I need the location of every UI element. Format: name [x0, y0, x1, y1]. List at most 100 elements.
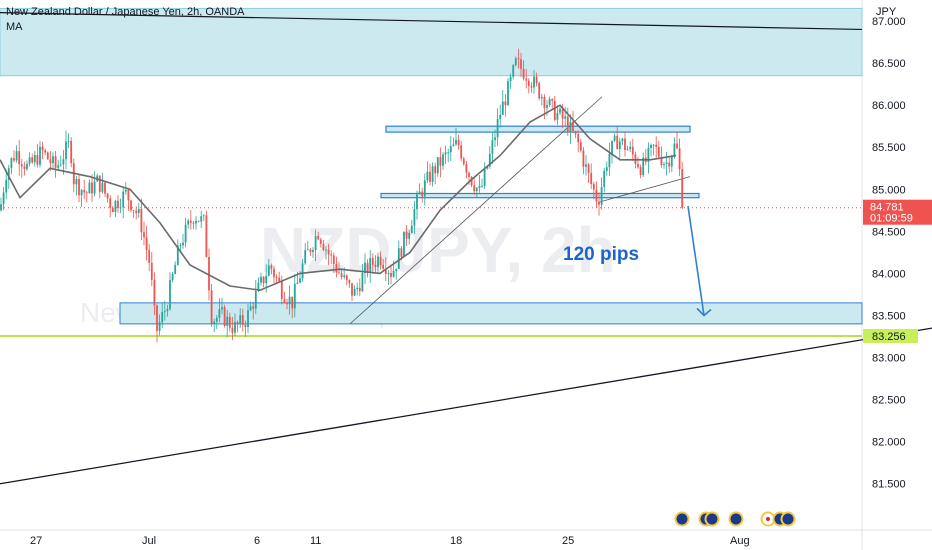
candle[interactable] — [483, 162, 486, 189]
candle[interactable] — [137, 202, 140, 218]
candle[interactable] — [369, 249, 372, 284]
candle[interactable] — [345, 274, 348, 286]
candle[interactable] — [631, 138, 634, 161]
candle[interactable] — [109, 194, 112, 218]
candle[interactable] — [317, 231, 320, 241]
candle[interactable] — [10, 157, 13, 175]
candle[interactable] — [642, 152, 645, 178]
candle[interactable] — [31, 153, 34, 165]
candle[interactable] — [616, 126, 619, 150]
candle[interactable] — [678, 138, 681, 177]
candle[interactable] — [20, 159, 23, 178]
candle[interactable] — [613, 133, 616, 143]
candle[interactable] — [356, 282, 359, 296]
event-flag-icon[interactable] — [674, 511, 690, 527]
candles-layer[interactable] — [0, 48, 684, 343]
candle[interactable] — [681, 161, 684, 210]
candle[interactable] — [527, 78, 530, 94]
candle[interactable] — [418, 183, 421, 195]
candle[interactable] — [156, 304, 158, 343]
candle[interactable] — [600, 177, 603, 210]
candle[interactable] — [522, 60, 525, 81]
candle[interactable] — [605, 161, 608, 176]
candle[interactable] — [452, 137, 455, 147]
candle[interactable] — [267, 259, 270, 277]
candle[interactable] — [114, 199, 117, 217]
candle[interactable] — [621, 137, 624, 145]
candle[interactable] — [52, 152, 54, 169]
candle[interactable] — [153, 272, 156, 316]
candle[interactable] — [5, 169, 8, 200]
candle[interactable] — [579, 138, 582, 153]
candle[interactable] — [306, 241, 309, 251]
candle[interactable] — [371, 253, 374, 274]
candle[interactable] — [517, 48, 520, 69]
candle[interactable] — [312, 247, 314, 258]
candle[interactable] — [390, 264, 392, 285]
candle[interactable] — [130, 199, 132, 213]
candle[interactable] — [49, 151, 52, 171]
candle[interactable] — [395, 268, 398, 280]
candle[interactable] — [161, 302, 164, 329]
candle[interactable] — [676, 132, 678, 150]
candle[interactable] — [374, 255, 377, 274]
candle[interactable] — [304, 242, 307, 265]
candle[interactable] — [262, 276, 265, 288]
candle[interactable] — [127, 188, 130, 211]
candle[interactable] — [234, 313, 236, 336]
candle[interactable] — [650, 143, 652, 157]
candle[interactable] — [514, 56, 517, 67]
candle[interactable] — [132, 209, 135, 218]
candle[interactable] — [314, 229, 317, 262]
candle[interactable] — [273, 265, 275, 284]
candle[interactable] — [520, 52, 522, 77]
candle[interactable] — [379, 251, 382, 270]
candle[interactable] — [574, 130, 577, 139]
candle[interactable] — [397, 240, 400, 269]
candle[interactable] — [361, 264, 364, 293]
candle[interactable] — [421, 187, 424, 203]
candle[interactable] — [436, 157, 439, 177]
candle[interactable] — [668, 157, 671, 173]
candle[interactable] — [322, 239, 325, 252]
candle[interactable] — [548, 96, 551, 107]
candle[interactable] — [559, 106, 561, 115]
candle[interactable] — [301, 258, 304, 282]
candle[interactable] — [626, 145, 629, 151]
candle[interactable] — [205, 210, 208, 258]
candle[interactable] — [540, 93, 543, 106]
candle[interactable] — [75, 175, 78, 196]
candle[interactable] — [291, 296, 294, 319]
candle[interactable] — [462, 156, 465, 166]
candle[interactable] — [582, 147, 585, 175]
candle[interactable] — [57, 160, 60, 171]
candle[interactable] — [33, 150, 36, 167]
candle[interactable] — [15, 145, 18, 163]
candle[interactable] — [543, 94, 546, 120]
candle[interactable] — [504, 94, 507, 117]
candle[interactable] — [106, 192, 109, 203]
candle[interactable] — [80, 188, 83, 207]
candle[interactable] — [457, 134, 460, 150]
candle[interactable] — [182, 233, 184, 249]
candle[interactable] — [104, 182, 106, 197]
candle[interactable] — [174, 261, 177, 275]
candle[interactable] — [608, 142, 611, 176]
candle[interactable] — [226, 309, 229, 338]
candle[interactable] — [663, 161, 665, 169]
candle[interactable] — [150, 252, 153, 287]
candle[interactable] — [426, 161, 429, 183]
candle[interactable] — [551, 98, 554, 111]
event-icons[interactable] — [674, 511, 796, 527]
candle[interactable] — [187, 218, 190, 229]
candle[interactable] — [148, 244, 151, 272]
candle[interactable] — [166, 304, 169, 317]
candle[interactable] — [577, 130, 580, 153]
candle[interactable] — [629, 140, 632, 152]
candle[interactable] — [249, 301, 252, 312]
candle[interactable] — [18, 140, 21, 176]
candle[interactable] — [169, 272, 171, 311]
candle[interactable] — [28, 152, 31, 167]
candle[interactable] — [585, 155, 587, 176]
